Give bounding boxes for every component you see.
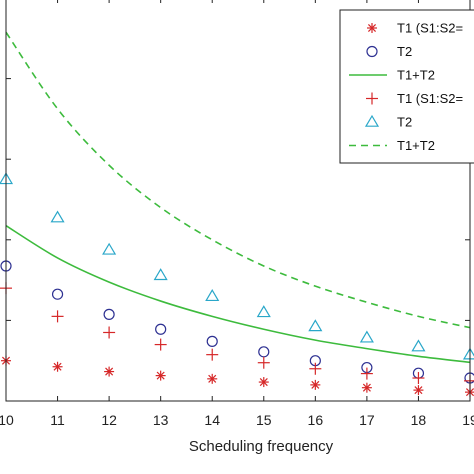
series-3-point-6 <box>309 362 322 375</box>
series-3-point-1 <box>51 310 64 323</box>
x-tick-label-5: 15 <box>256 412 272 428</box>
legend-marker-4 <box>364 114 380 127</box>
series-4-point-8 <box>411 339 426 352</box>
legend-label-4: T2 <box>397 115 412 130</box>
series-4-point-2 <box>102 242 117 255</box>
series-3 <box>0 282 474 387</box>
series-4-point-6 <box>308 319 323 332</box>
series-4-point-3 <box>153 268 168 281</box>
x-tick-label-6: 16 <box>308 412 324 428</box>
series-0-point-8 <box>413 385 424 396</box>
legend-marker-1 <box>366 45 378 58</box>
series-layer <box>0 31 474 398</box>
series-3-point-5 <box>257 356 270 369</box>
series-1-point-3-shape <box>155 323 167 335</box>
series-3-point-7 <box>360 367 373 380</box>
series-3-point-4 <box>206 348 219 361</box>
series-4 <box>0 172 474 360</box>
series-1-point-3 <box>155 323 167 335</box>
series-1-point-2 <box>103 308 115 320</box>
series-4-point-7 <box>359 330 374 343</box>
x-tick-label-2: 12 <box>101 412 117 428</box>
series-1-point-5 <box>258 346 270 358</box>
series-3-point-8 <box>412 372 425 385</box>
x-tick-label-8: 18 <box>411 412 427 428</box>
series-1-point-4-shape <box>206 335 218 347</box>
series-1-point-4 <box>206 335 218 347</box>
legend-label-2: T1+T2 <box>397 68 435 83</box>
series-0-point-5 <box>258 377 269 388</box>
series-0-point-7 <box>361 382 372 393</box>
series-0-point-2 <box>104 366 115 377</box>
series-4-point-8-shape <box>411 339 426 352</box>
series-4-point-5 <box>256 305 271 318</box>
series-4-point-2-shape <box>102 242 117 255</box>
series-0-point-4 <box>207 373 218 384</box>
series-4-point-6-shape <box>308 319 323 332</box>
series-4-point-1 <box>50 210 65 223</box>
series-1-point-1 <box>51 288 64 300</box>
legend-label-1: T2 <box>397 44 412 59</box>
series-5-line <box>5 31 471 329</box>
legend-marker-4-shape <box>364 114 380 127</box>
x-tick-label-4: 14 <box>204 412 220 428</box>
x-tick-label-0: 10 <box>0 412 14 428</box>
series-3-point-3 <box>154 338 167 351</box>
series-2-line <box>5 225 471 364</box>
series-0-point-7-stroke-3 <box>362 383 371 392</box>
series-5 <box>5 31 471 329</box>
x-tick-label-7: 17 <box>359 412 375 428</box>
series-4-point-7-shape <box>359 330 374 343</box>
series-0-point-4-stroke-3 <box>208 374 217 383</box>
x-axis: 10 11 12 13 14 15 16 17 18 19 <box>0 0 474 428</box>
series-4-point-5-shape <box>256 305 271 318</box>
series-0-point-6 <box>310 379 321 390</box>
series-4-point-3-shape <box>153 268 168 281</box>
x-tick-label-9: 19 <box>462 412 474 428</box>
series-2 <box>5 225 471 364</box>
series-1 <box>0 260 474 384</box>
series-0-point-8-stroke-3 <box>414 386 423 395</box>
series-3-point-2 <box>103 326 116 339</box>
series-4-point-4-shape <box>205 289 220 302</box>
legend-box <box>339 9 474 164</box>
series-0 <box>1 355 474 398</box>
series-4-point-9 <box>462 347 474 360</box>
x-axis-label: Scheduling frequency <box>189 438 334 455</box>
series-4-point-1-shape <box>50 210 65 223</box>
x-tick-label-1: 11 <box>50 412 65 428</box>
legend-marker-1-shape <box>366 45 378 58</box>
legend: T1 (S1:S2= T2 T1+T2 T1 (S1:S2= T2 T1+T2 <box>339 9 474 164</box>
series-4-point-4 <box>205 289 220 302</box>
series-0-point-1 <box>52 361 63 372</box>
series-0-point-6-stroke-3 <box>311 380 320 389</box>
series-1-point-5-shape <box>258 346 270 358</box>
series-0-point-1-stroke-3 <box>53 362 62 371</box>
series-4-point-9-shape <box>462 347 474 360</box>
series-1-point-1-shape <box>51 288 64 300</box>
legend-marker-0 <box>367 23 377 33</box>
legend-marker-0-stroke-3 <box>367 23 377 33</box>
x-tick-label-3: 13 <box>153 412 169 428</box>
legend-label-3: T1 (S1:S2= <box>397 91 463 106</box>
series-0-point-3 <box>155 370 166 381</box>
legend-label-5: T1+T2 <box>397 138 435 153</box>
plot-area-border <box>5 0 471 402</box>
series-0-point-2-stroke-3 <box>105 367 114 376</box>
legend-marker-3 <box>366 92 378 105</box>
series-0-point-5-stroke-3 <box>259 378 268 387</box>
legend-label-0: T1 (S1:S2= <box>397 21 463 36</box>
series-0-point-3-stroke-3 <box>156 371 165 380</box>
series-1-point-2-shape <box>103 308 115 320</box>
